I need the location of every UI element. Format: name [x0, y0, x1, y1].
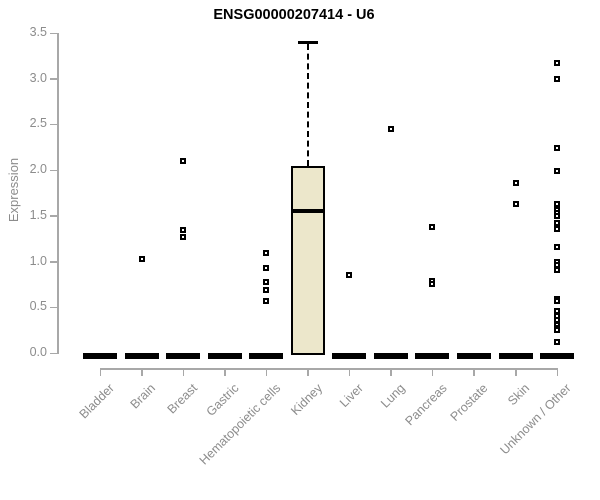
outlier-point — [554, 339, 561, 346]
y-tick — [50, 78, 57, 80]
chart-title: ENSG00000207414 - U6 — [213, 7, 375, 23]
x-tick-label: Prostate — [448, 381, 491, 424]
outlier-point — [554, 225, 561, 232]
median-bar — [498, 352, 533, 359]
median-bar — [373, 352, 408, 359]
y-tick — [50, 32, 57, 34]
outlier-point — [263, 297, 270, 304]
y-tick-label: 1.0 — [29, 253, 47, 268]
y-axis-label: Expression — [6, 157, 21, 223]
y-tick — [50, 306, 57, 309]
y-tick-label: 0.5 — [29, 299, 47, 314]
whisker-cap — [297, 40, 318, 44]
outlier-point — [346, 272, 353, 279]
y-tick-label: 0.0 — [29, 345, 47, 359]
x-tick — [141, 368, 143, 376]
y-tick — [50, 352, 57, 354]
outlier-point — [138, 255, 145, 262]
outlier-point — [180, 226, 187, 233]
y-tick-label: 2.0 — [29, 162, 47, 177]
outlier-point — [554, 220, 561, 227]
outlier-point — [512, 179, 519, 186]
x-tick-label: Brain — [127, 381, 159, 412]
y-tick — [50, 123, 57, 126]
x-tick — [515, 368, 517, 376]
x-axis-line — [100, 368, 558, 370]
median-bar — [83, 352, 117, 359]
outlier-point — [263, 250, 270, 257]
x-tick-label: Skin — [505, 381, 533, 409]
outlier-point — [429, 223, 436, 230]
outlier-point — [263, 264, 270, 271]
box-median-line — [292, 209, 323, 214]
x-tick — [473, 368, 475, 376]
x-tick — [182, 368, 185, 376]
median-bar — [415, 352, 450, 359]
x-tick — [556, 368, 559, 376]
x-tick-label: Hematopoietic cells — [196, 381, 284, 468]
x-tick — [224, 368, 226, 376]
outlier-point — [554, 327, 561, 334]
y-tick — [50, 169, 57, 172]
outlier-point — [512, 200, 519, 207]
y-axis-line — [57, 33, 59, 354]
outlier-point — [554, 243, 561, 250]
median-bar — [207, 352, 242, 359]
x-tick — [307, 368, 309, 376]
outlier-point — [429, 280, 436, 287]
y-tick — [50, 261, 57, 263]
outlier-point — [554, 60, 561, 67]
outlier-point — [554, 145, 561, 152]
x-tick-label: Bladder — [76, 381, 117, 422]
x-tick — [348, 368, 351, 376]
outlier-point — [554, 75, 561, 82]
y-tick-label: 3.5 — [29, 25, 47, 39]
median-bar — [249, 352, 284, 359]
outlier-point — [180, 158, 187, 164]
outlier-point — [554, 212, 561, 219]
outlier-point — [554, 168, 561, 175]
outlier-point — [554, 200, 561, 207]
y-tick — [50, 215, 57, 217]
x-tick — [265, 368, 268, 376]
x-tick-label: Kidney — [287, 381, 325, 418]
box-kidney — [290, 165, 325, 356]
outlier-point — [554, 266, 561, 273]
x-tick-label: Pancreas — [402, 381, 450, 429]
x-tick-label: Lung — [378, 381, 408, 411]
x-tick-label: Liver — [337, 381, 367, 411]
outlier-point — [554, 307, 561, 314]
x-tick — [99, 368, 101, 376]
y-tick-label: 3.0 — [29, 70, 47, 85]
outlier-point — [263, 286, 270, 293]
median-bar — [166, 352, 201, 359]
median-bar — [332, 352, 367, 359]
x-tick — [390, 368, 392, 376]
median-bar — [124, 352, 159, 359]
outlier-point — [263, 278, 270, 285]
y-tick-label: 2.5 — [29, 116, 47, 131]
whisker-upper — [306, 44, 309, 166]
x-tick — [431, 368, 434, 376]
x-tick-label: Gastric — [203, 381, 242, 419]
outlier-point — [180, 233, 187, 240]
outlier-point — [554, 297, 561, 304]
outlier-point — [387, 126, 394, 132]
median-bar — [540, 352, 575, 359]
x-tick-label: Breast — [164, 381, 201, 417]
median-bar — [456, 352, 491, 359]
y-tick-label: 1.5 — [29, 207, 47, 222]
